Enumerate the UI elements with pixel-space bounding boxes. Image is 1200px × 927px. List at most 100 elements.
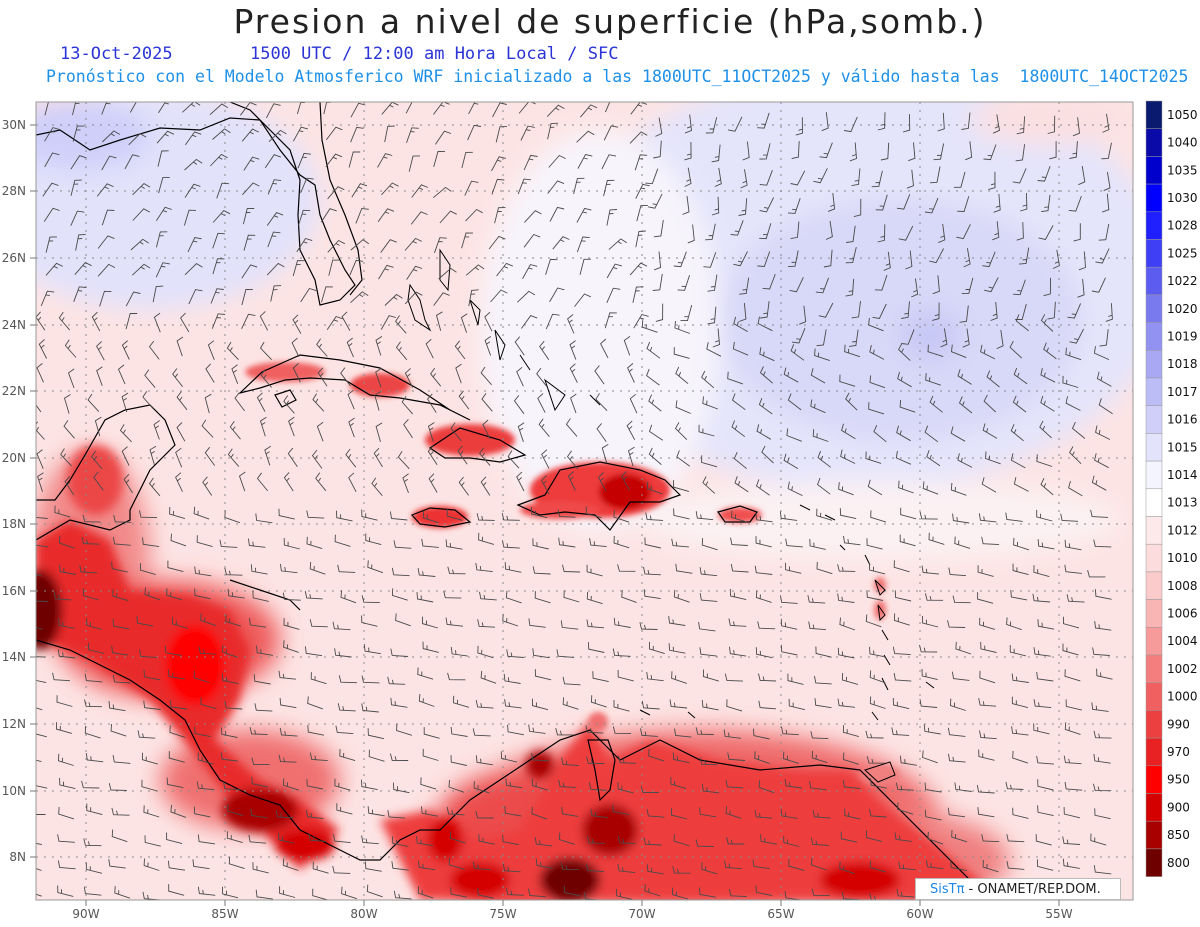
wind-barb xyxy=(701,862,718,875)
wind-barb xyxy=(866,830,883,843)
wind-barb xyxy=(827,192,836,212)
wind-barb xyxy=(74,262,92,275)
wind-barb xyxy=(264,154,281,169)
wind-barb xyxy=(929,166,941,184)
wind-barb xyxy=(957,453,973,468)
wind-barb xyxy=(810,399,826,414)
wind-barb xyxy=(428,473,438,493)
wind-barb xyxy=(283,778,299,791)
wind-barb xyxy=(851,168,861,187)
wind-barb xyxy=(786,428,802,442)
wind-barb xyxy=(468,289,479,307)
lat-label: 14N xyxy=(2,650,26,664)
wind-barb xyxy=(869,344,885,360)
wind-barb xyxy=(484,336,492,356)
wind-barb xyxy=(501,540,520,549)
wind-barb xyxy=(152,285,164,303)
wind-barb xyxy=(315,472,327,492)
wind-barb xyxy=(707,274,718,292)
wind-barb xyxy=(36,707,43,711)
colorbar-swatch xyxy=(1145,433,1163,462)
wind-barb xyxy=(1037,779,1054,791)
wind-barb xyxy=(361,675,380,684)
wind-barb xyxy=(205,363,215,383)
wind-barb xyxy=(755,512,773,523)
wind-barb xyxy=(196,781,215,791)
wind-barb xyxy=(853,198,862,218)
wind-barb xyxy=(448,779,465,793)
wind-barb xyxy=(197,886,216,896)
wind-barb xyxy=(541,449,550,469)
wind-barb xyxy=(1095,248,1110,264)
wind-barb xyxy=(924,425,939,443)
wind-barb xyxy=(922,615,939,628)
wind-barb xyxy=(933,143,945,161)
wind-barb xyxy=(212,232,225,249)
coastlines xyxy=(36,102,1001,900)
credit-pi: π xyxy=(956,882,965,897)
wind-barb xyxy=(731,393,746,411)
pressure-colorbar: 1050 1040 1035 1030 1028 1025 1022 1020 1019 1018… xyxy=(1145,100,1198,877)
wind-barb xyxy=(59,564,76,575)
wind-barb xyxy=(561,757,579,767)
wind-barb xyxy=(790,170,806,186)
wind-barb xyxy=(940,328,948,348)
wind-barb xyxy=(350,102,366,118)
lon-label: 55W xyxy=(1045,907,1072,921)
wind-barb xyxy=(668,616,686,626)
lat-label: 26N xyxy=(2,251,26,265)
wind-barb xyxy=(604,102,611,113)
wind-barb xyxy=(197,834,216,845)
wind-barb xyxy=(75,233,86,251)
wind-barb xyxy=(874,274,888,291)
wind-barb xyxy=(310,672,327,685)
wind-barb xyxy=(539,340,550,360)
wind-barb xyxy=(733,316,748,332)
wind-barb xyxy=(595,393,608,412)
wind-barb xyxy=(417,860,436,871)
wind-barb xyxy=(91,311,101,332)
wind-barb xyxy=(724,673,743,682)
wind-barb xyxy=(143,700,161,710)
wind-barb xyxy=(845,278,855,297)
wind-barb xyxy=(938,223,946,244)
wind-barb xyxy=(1013,477,1029,492)
wind-barb xyxy=(673,347,690,359)
lat-label: 8N xyxy=(9,850,26,864)
wind-barb xyxy=(36,785,48,789)
wind-barb xyxy=(87,642,105,654)
wind-barb xyxy=(212,128,231,140)
lat-label: 22N xyxy=(2,384,26,398)
wind-barb xyxy=(812,809,831,819)
wind-barb xyxy=(234,392,245,412)
wind-barb xyxy=(783,367,799,383)
wind-barb xyxy=(361,509,378,521)
lat-label: 28N xyxy=(2,184,26,198)
wind-barb xyxy=(810,731,829,740)
wind-barb xyxy=(576,207,592,223)
wind-barb xyxy=(841,423,856,440)
wind-barb xyxy=(278,670,296,680)
wind-barb xyxy=(475,562,493,573)
wind-barb xyxy=(345,448,357,468)
wind-barb xyxy=(297,209,311,226)
forecast-model-info: Pronóstico con el Modelo Atmosferico WRF… xyxy=(46,67,1189,86)
wind-barb xyxy=(81,780,100,789)
wind-barb xyxy=(1072,117,1080,137)
wind-barb xyxy=(928,532,945,545)
wind-barb xyxy=(417,885,434,899)
wind-barb xyxy=(648,424,664,441)
lat-label: 18N xyxy=(2,517,26,531)
wind-barb xyxy=(124,154,140,170)
wind-barb xyxy=(355,208,369,224)
wind-barb xyxy=(1065,699,1083,711)
wind-barb xyxy=(695,727,714,735)
wind-barb xyxy=(420,777,437,790)
wind-barb xyxy=(166,777,184,789)
wind-barb xyxy=(534,837,553,847)
wind-barb xyxy=(1049,141,1057,160)
wind-barb xyxy=(366,884,383,898)
wind-barb xyxy=(870,778,887,789)
wind-barb xyxy=(184,158,203,171)
wind-barb xyxy=(338,675,357,684)
